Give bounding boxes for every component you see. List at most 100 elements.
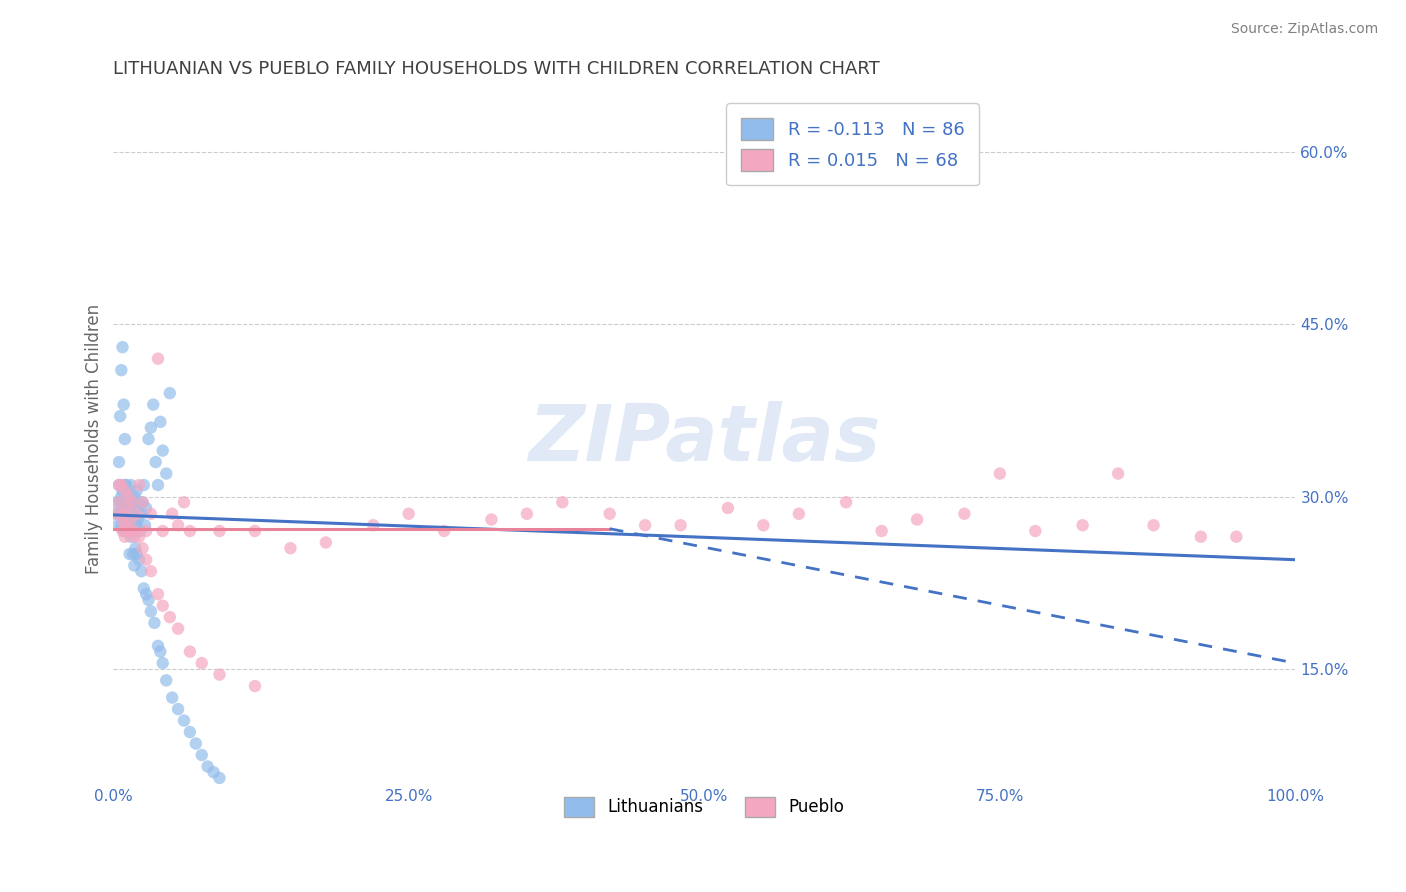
Point bbox=[146, 478, 169, 492]
Point bbox=[159, 610, 181, 624]
Point bbox=[105, 495, 128, 509]
Point bbox=[120, 518, 142, 533]
Point bbox=[115, 495, 138, 509]
Point bbox=[1024, 524, 1046, 538]
Text: Source: ZipAtlas.com: Source: ZipAtlas.com bbox=[1230, 22, 1378, 37]
Point bbox=[121, 495, 143, 509]
Point bbox=[988, 467, 1011, 481]
Text: LITHUANIAN VS PUEBLO FAMILY HOUSEHOLDS WITH CHILDREN CORRELATION CHART: LITHUANIAN VS PUEBLO FAMILY HOUSEHOLDS W… bbox=[112, 60, 880, 78]
Point bbox=[111, 512, 134, 526]
Point bbox=[481, 512, 503, 526]
Point bbox=[124, 530, 146, 544]
Point bbox=[516, 507, 538, 521]
Point bbox=[124, 501, 146, 516]
Point bbox=[131, 495, 153, 509]
Point bbox=[120, 478, 142, 492]
Point bbox=[124, 541, 146, 556]
Point bbox=[129, 524, 152, 538]
Point bbox=[128, 552, 150, 566]
Point bbox=[146, 351, 169, 366]
Point bbox=[243, 524, 266, 538]
Point bbox=[118, 501, 141, 516]
Point bbox=[143, 615, 166, 630]
Point bbox=[669, 518, 692, 533]
Point bbox=[118, 547, 141, 561]
Point bbox=[125, 507, 148, 521]
Point bbox=[167, 702, 190, 716]
Point bbox=[160, 507, 183, 521]
Point bbox=[152, 524, 174, 538]
Point bbox=[398, 507, 420, 521]
Point bbox=[152, 656, 174, 670]
Point bbox=[121, 495, 143, 509]
Point bbox=[108, 409, 131, 423]
Point bbox=[132, 582, 155, 596]
Point bbox=[167, 518, 190, 533]
Point bbox=[167, 622, 190, 636]
Point bbox=[114, 495, 136, 509]
Point bbox=[114, 432, 136, 446]
Point bbox=[114, 483, 136, 498]
Point bbox=[117, 490, 139, 504]
Point bbox=[125, 547, 148, 561]
Point bbox=[115, 478, 138, 492]
Point bbox=[1189, 530, 1212, 544]
Point bbox=[131, 541, 153, 556]
Point bbox=[139, 604, 162, 618]
Point bbox=[1071, 518, 1094, 533]
Point bbox=[208, 667, 231, 681]
Point bbox=[112, 507, 135, 521]
Point bbox=[105, 507, 128, 521]
Point bbox=[114, 478, 136, 492]
Point bbox=[111, 501, 134, 516]
Point bbox=[110, 478, 132, 492]
Point bbox=[110, 363, 132, 377]
Point bbox=[190, 656, 212, 670]
Point bbox=[599, 507, 621, 521]
Point bbox=[115, 512, 138, 526]
Point bbox=[117, 518, 139, 533]
Point bbox=[138, 432, 160, 446]
Point bbox=[131, 507, 153, 521]
Point bbox=[787, 507, 810, 521]
Point bbox=[120, 530, 142, 544]
Point bbox=[124, 490, 146, 504]
Point bbox=[870, 524, 893, 538]
Point bbox=[179, 645, 201, 659]
Point bbox=[108, 478, 131, 492]
Point bbox=[152, 443, 174, 458]
Point bbox=[208, 524, 231, 538]
Point bbox=[112, 507, 135, 521]
Point bbox=[117, 490, 139, 504]
Point bbox=[1225, 530, 1247, 544]
Point bbox=[160, 690, 183, 705]
Point bbox=[118, 512, 141, 526]
Point bbox=[124, 558, 146, 573]
Point bbox=[114, 530, 136, 544]
Point bbox=[139, 420, 162, 434]
Point bbox=[202, 765, 225, 780]
Point bbox=[127, 512, 149, 526]
Point bbox=[243, 679, 266, 693]
Point bbox=[1107, 467, 1129, 481]
Point bbox=[108, 455, 131, 469]
Point bbox=[159, 386, 181, 401]
Point bbox=[122, 547, 145, 561]
Point bbox=[125, 483, 148, 498]
Point bbox=[124, 524, 146, 538]
Point bbox=[104, 507, 127, 521]
Point bbox=[128, 530, 150, 544]
Point bbox=[135, 524, 157, 538]
Point bbox=[131, 564, 153, 578]
Point bbox=[835, 495, 858, 509]
Point bbox=[135, 501, 157, 516]
Point bbox=[110, 490, 132, 504]
Point bbox=[115, 501, 138, 516]
Point bbox=[125, 518, 148, 533]
Point bbox=[117, 524, 139, 538]
Point bbox=[315, 535, 337, 549]
Point bbox=[134, 518, 156, 533]
Point bbox=[433, 524, 456, 538]
Y-axis label: Family Households with Children: Family Households with Children bbox=[86, 304, 103, 574]
Point bbox=[152, 599, 174, 613]
